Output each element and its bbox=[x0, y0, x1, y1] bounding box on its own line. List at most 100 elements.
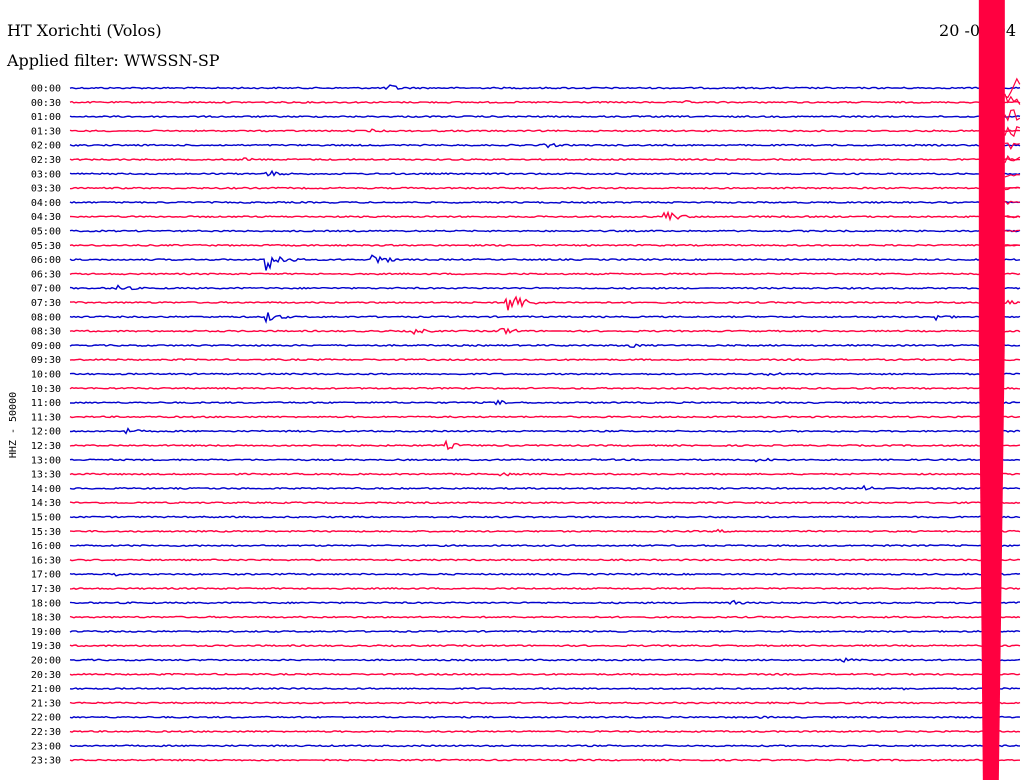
row-time-label: 02:00 bbox=[31, 141, 61, 152]
row-time-label: 21:00 bbox=[31, 684, 61, 695]
trace-row bbox=[69, 599, 1020, 605]
trace-row bbox=[69, 528, 1021, 533]
trace-row bbox=[69, 399, 1021, 406]
trace-row bbox=[69, 210, 1021, 222]
trace-row bbox=[69, 644, 1021, 648]
row-time-label: 12:30 bbox=[31, 441, 61, 452]
trace-layer bbox=[69, 0, 1021, 780]
trace-row bbox=[69, 128, 1021, 133]
trace-row bbox=[69, 169, 1021, 177]
trace-row bbox=[69, 758, 1020, 762]
trace-row bbox=[69, 284, 1021, 291]
row-time-label: 07:00 bbox=[31, 284, 61, 295]
row-time-label: 20:30 bbox=[31, 670, 61, 681]
trace-row bbox=[69, 186, 1021, 190]
trace-row bbox=[69, 325, 1021, 336]
trace-row bbox=[69, 343, 1021, 348]
row-time-label: 04:00 bbox=[31, 198, 61, 209]
trace-row bbox=[69, 312, 1021, 324]
trace-row bbox=[69, 715, 1021, 720]
row-time-label: 08:00 bbox=[31, 312, 61, 323]
trace-row bbox=[69, 115, 1021, 119]
trace-row bbox=[69, 415, 1021, 419]
trace-row bbox=[69, 729, 1021, 733]
trace-row bbox=[69, 254, 1021, 271]
row-time-label: 09:00 bbox=[31, 341, 61, 352]
trace-row bbox=[69, 99, 1021, 104]
trace-row bbox=[69, 386, 1021, 390]
row-time-label: 16:30 bbox=[31, 555, 61, 566]
trace-row bbox=[69, 472, 1021, 477]
row-time-label: 23:30 bbox=[31, 756, 61, 767]
mainshock-trace bbox=[978, 340, 1005, 780]
trace-row bbox=[69, 439, 1021, 451]
trace-row bbox=[69, 229, 1021, 233]
trace-row bbox=[69, 457, 1021, 463]
time-label-layer: 00:00 00:30 01:00 01:30 02:00 02:30 03:00 03:30… bbox=[31, 84, 61, 767]
row-time-label: 00:00 bbox=[31, 84, 61, 95]
row-time-label: 19:30 bbox=[31, 641, 61, 652]
row-time-label: 15:00 bbox=[31, 513, 61, 524]
row-time-label: 00:30 bbox=[31, 98, 61, 109]
row-time-label: 17:30 bbox=[31, 584, 61, 595]
row-time-label: 03:30 bbox=[31, 184, 61, 195]
row-time-label: 06:00 bbox=[31, 255, 61, 266]
row-time-label: 21:30 bbox=[31, 698, 61, 709]
row-time-label: 02:30 bbox=[31, 155, 61, 166]
trace-row bbox=[69, 587, 1021, 591]
trace-row bbox=[69, 371, 1021, 377]
row-time-label: 23:00 bbox=[31, 741, 61, 752]
row-time-label: 01:00 bbox=[31, 112, 61, 123]
trace-row bbox=[69, 544, 1021, 548]
row-time-label: 18:00 bbox=[31, 598, 61, 609]
trace-row bbox=[70, 427, 1021, 435]
row-time-label: 17:00 bbox=[31, 570, 61, 581]
row-time-label: 03:00 bbox=[31, 169, 61, 180]
row-time-label: 06:30 bbox=[31, 269, 61, 280]
trace-row bbox=[69, 572, 1021, 577]
row-time-label: 09:30 bbox=[31, 355, 61, 366]
row-time-label: 11:30 bbox=[31, 412, 61, 423]
trace-row bbox=[69, 157, 1021, 162]
trace-row bbox=[69, 744, 1020, 748]
row-time-label: 15:30 bbox=[31, 527, 61, 538]
trace-row bbox=[69, 84, 1021, 90]
row-time-label: 08:30 bbox=[31, 327, 61, 338]
row-time-label: 01:30 bbox=[31, 126, 61, 137]
mainshock-coda bbox=[1004, 77, 1021, 247]
trace-row bbox=[69, 515, 1021, 519]
trace-row bbox=[69, 615, 1021, 619]
row-time-label: 10:30 bbox=[31, 384, 61, 395]
trace-row bbox=[69, 687, 1021, 691]
row-time-label: 13:00 bbox=[31, 455, 61, 466]
row-time-label: 20:00 bbox=[31, 656, 61, 667]
y-axis-label: HHZ - 50000 bbox=[8, 392, 19, 458]
trace-row bbox=[69, 243, 1021, 247]
row-time-label: 11:00 bbox=[31, 398, 61, 409]
row-time-label: 07:30 bbox=[31, 298, 61, 309]
trace-row bbox=[69, 701, 1021, 705]
trace-row bbox=[69, 272, 1021, 276]
row-time-label: 22:00 bbox=[31, 713, 61, 724]
trace-row bbox=[69, 358, 1021, 362]
row-time-label: 05:30 bbox=[31, 241, 61, 252]
trace-row bbox=[69, 200, 1021, 204]
trace-row bbox=[69, 657, 1021, 663]
mainshock-saturation bbox=[978, 0, 1005, 340]
row-time-label: 10:00 bbox=[31, 370, 61, 381]
trace-row bbox=[69, 629, 1021, 633]
trace-row bbox=[69, 142, 1021, 149]
row-time-label: 18:30 bbox=[31, 613, 61, 624]
row-time-label: 05:00 bbox=[31, 227, 61, 238]
trace-row bbox=[69, 484, 1021, 491]
row-time-label: 14:30 bbox=[31, 498, 61, 509]
row-time-label: 13:30 bbox=[31, 470, 61, 481]
row-time-label: 14:00 bbox=[31, 484, 61, 495]
filter-label: Applied filter: WWSSN-SP bbox=[6, 51, 220, 70]
row-time-label: 16:00 bbox=[31, 541, 61, 552]
trace-row bbox=[69, 501, 1021, 505]
row-time-label: 12:00 bbox=[31, 427, 61, 438]
row-time-label: 19:00 bbox=[31, 627, 61, 638]
